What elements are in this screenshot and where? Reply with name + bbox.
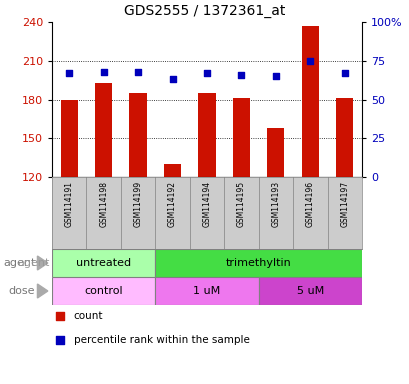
Text: GSM114196: GSM114196 <box>305 180 314 227</box>
Text: percentile rank within the sample: percentile rank within the sample <box>74 335 249 345</box>
Bar <box>155 277 258 305</box>
Bar <box>52 277 155 305</box>
Text: 1 uM: 1 uM <box>193 286 220 296</box>
Text: GSM114193: GSM114193 <box>271 180 280 227</box>
Point <box>272 73 279 79</box>
Text: agent: agent <box>18 258 50 268</box>
Polygon shape <box>37 256 48 270</box>
Text: trimethyltin: trimethyltin <box>225 258 291 268</box>
Point <box>56 313 63 319</box>
Point <box>135 68 141 74</box>
Bar <box>129 93 146 177</box>
Text: agent: agent <box>3 258 35 268</box>
Text: 5 uM: 5 uM <box>296 286 323 296</box>
Bar <box>267 128 284 177</box>
Bar <box>232 98 249 177</box>
Bar <box>95 83 112 177</box>
Point <box>238 72 244 78</box>
Text: control: control <box>84 286 123 296</box>
Text: count: count <box>74 311 103 321</box>
Text: GSM114191: GSM114191 <box>65 180 74 227</box>
Text: GSM114192: GSM114192 <box>168 180 177 227</box>
Bar <box>258 277 361 305</box>
Point <box>100 68 107 74</box>
Text: GSM114198: GSM114198 <box>99 180 108 227</box>
Point <box>341 70 347 76</box>
Text: untreated: untreated <box>76 258 131 268</box>
Bar <box>52 249 155 277</box>
Bar <box>198 93 215 177</box>
Text: dose: dose <box>9 286 35 296</box>
Text: GSM114199: GSM114199 <box>133 180 142 227</box>
Text: GSM114197: GSM114197 <box>339 180 348 227</box>
Point <box>66 70 72 76</box>
Text: GDS2555 / 1372361_at: GDS2555 / 1372361_at <box>124 4 285 18</box>
Text: GSM114195: GSM114195 <box>236 180 245 227</box>
Polygon shape <box>37 284 48 298</box>
Bar <box>61 99 78 177</box>
Bar <box>301 26 318 177</box>
Point <box>203 70 210 76</box>
Bar <box>164 164 181 177</box>
Bar <box>335 98 353 177</box>
Text: GSM114194: GSM114194 <box>202 180 211 227</box>
Point <box>306 58 313 64</box>
Bar <box>155 249 361 277</box>
Point <box>169 76 175 83</box>
Point <box>56 337 63 343</box>
